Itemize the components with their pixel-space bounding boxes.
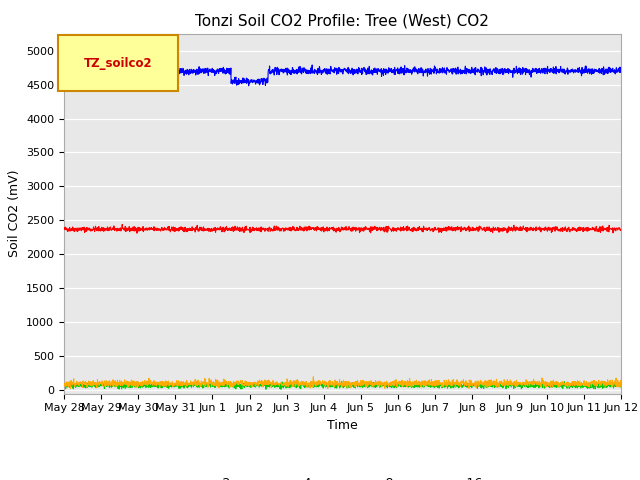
X-axis label: Time: Time [327,419,358,432]
FancyBboxPatch shape [58,36,178,91]
Legend: -2cm, -4cm, -8cm, -16cm: -2cm, -4cm, -8cm, -16cm [178,472,507,480]
Title: Tonzi Soil CO2 Profile: Tree (West) CO2: Tonzi Soil CO2 Profile: Tree (West) CO2 [195,13,490,28]
Text: TZ_soilco2: TZ_soilco2 [84,57,152,70]
Y-axis label: Soil CO2 (mV): Soil CO2 (mV) [8,170,20,257]
